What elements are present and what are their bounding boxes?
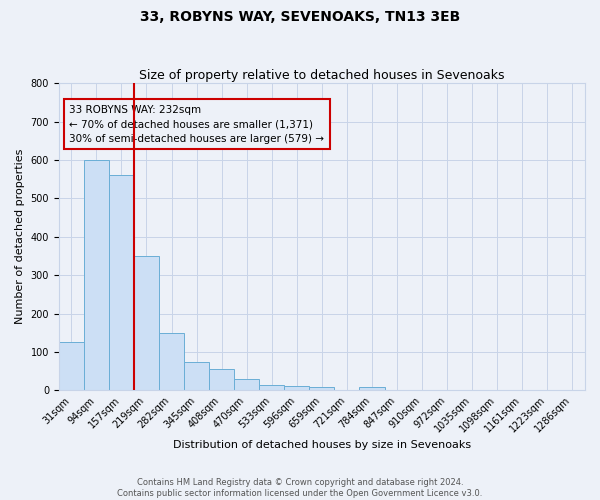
Bar [234,379,259,390]
Bar [310,388,334,390]
Bar [159,332,184,390]
X-axis label: Distribution of detached houses by size in Sevenoaks: Distribution of detached houses by size … [173,440,471,450]
Bar [359,388,385,390]
Bar [209,369,234,390]
Bar [284,386,310,390]
Title: Size of property relative to detached houses in Sevenoaks: Size of property relative to detached ho… [139,69,505,82]
Bar [184,362,209,390]
Bar [84,160,109,390]
Bar [134,256,159,390]
Text: Contains HM Land Registry data © Crown copyright and database right 2024.
Contai: Contains HM Land Registry data © Crown c… [118,478,482,498]
Text: 33 ROBYNS WAY: 232sqm
← 70% of detached houses are smaller (1,371)
30% of semi-d: 33 ROBYNS WAY: 232sqm ← 70% of detached … [70,104,325,144]
Bar [59,342,84,390]
Bar [109,176,134,390]
Bar [259,384,284,390]
Y-axis label: Number of detached properties: Number of detached properties [15,149,25,324]
Text: 33, ROBYNS WAY, SEVENOAKS, TN13 3EB: 33, ROBYNS WAY, SEVENOAKS, TN13 3EB [140,10,460,24]
